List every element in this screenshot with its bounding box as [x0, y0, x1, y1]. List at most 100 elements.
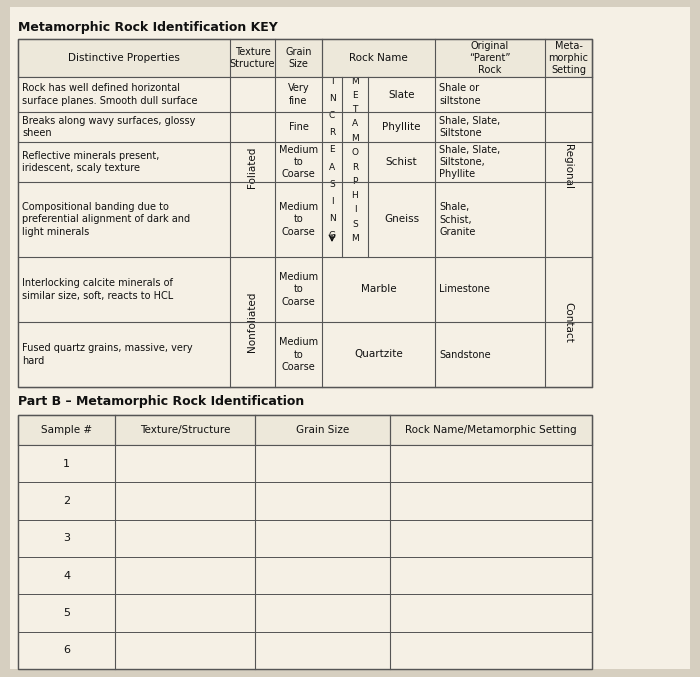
Text: A: A: [329, 162, 335, 171]
Bar: [435, 142, 545, 182]
Text: Fine: Fine: [288, 122, 309, 132]
Text: Distinctive Properties: Distinctive Properties: [68, 53, 180, 63]
Text: Medium
to
Coarse: Medium to Coarse: [279, 272, 318, 307]
Bar: [115, 520, 255, 557]
Bar: [368, 182, 435, 257]
Text: I: I: [330, 197, 333, 206]
Bar: [18, 322, 230, 387]
Bar: [255, 482, 390, 520]
Bar: [435, 112, 545, 142]
Bar: [18, 482, 115, 520]
Text: Foliated: Foliated: [248, 146, 258, 188]
Text: M: M: [351, 77, 359, 85]
Text: Schist: Schist: [386, 157, 417, 167]
Text: Grain
Size: Grain Size: [286, 47, 312, 69]
Text: E: E: [352, 91, 358, 100]
Bar: [545, 257, 592, 387]
Text: N: N: [328, 214, 335, 223]
Text: Contact: Contact: [564, 302, 573, 343]
Bar: [115, 594, 255, 632]
Bar: [18, 415, 592, 669]
Text: Grain Size: Grain Size: [296, 425, 349, 435]
Text: Medium
to
Coarse: Medium to Coarse: [279, 337, 318, 372]
Text: M: M: [351, 134, 359, 143]
Bar: [255, 445, 390, 482]
Bar: [435, 77, 545, 112]
Bar: [390, 632, 592, 669]
Text: Reflective minerals present,
iridescent, scaly texture: Reflective minerals present, iridescent,…: [22, 151, 160, 173]
Bar: [390, 594, 592, 632]
Text: Medium
to
Coarse: Medium to Coarse: [279, 202, 318, 237]
Text: Compositional banding due to
preferential alignment of dark and
light minerals: Compositional banding due to preferentia…: [22, 202, 190, 237]
Text: I: I: [354, 206, 356, 215]
Text: Rock has well defined horizontal
surface planes. Smooth dull surface: Rock has well defined horizontal surface…: [22, 83, 197, 106]
Text: Sample #: Sample #: [41, 425, 92, 435]
Text: M: M: [351, 234, 359, 243]
Text: P: P: [352, 177, 358, 185]
Text: Rock Name/Metamorphic Setting: Rock Name/Metamorphic Setting: [405, 425, 577, 435]
Bar: [390, 557, 592, 594]
Bar: [368, 142, 435, 182]
Bar: [18, 77, 230, 112]
Bar: [435, 322, 545, 387]
Bar: [390, 520, 592, 557]
Text: O: O: [351, 148, 358, 157]
Bar: [255, 594, 390, 632]
Text: Phyllite: Phyllite: [382, 122, 421, 132]
Bar: [115, 482, 255, 520]
Text: Shale,
Schist,
Granite: Shale, Schist, Granite: [439, 202, 475, 237]
Bar: [275, 142, 322, 182]
Text: R: R: [352, 162, 358, 171]
Text: Meta-
morphic
Setting: Meta- morphic Setting: [549, 41, 589, 75]
Bar: [18, 182, 230, 257]
Text: T: T: [352, 105, 358, 114]
Text: 3: 3: [63, 533, 70, 544]
Text: Slate: Slate: [389, 89, 414, 100]
Bar: [275, 322, 322, 387]
Bar: [115, 632, 255, 669]
Text: C: C: [329, 111, 335, 120]
Text: H: H: [351, 191, 358, 200]
Text: 2: 2: [63, 496, 70, 506]
Bar: [322, 77, 342, 257]
Text: Interlocking calcite minerals of
similar size, soft, reacts to HCL: Interlocking calcite minerals of similar…: [22, 278, 174, 301]
Bar: [390, 445, 592, 482]
Bar: [390, 482, 592, 520]
Text: 5: 5: [63, 608, 70, 618]
Text: N: N: [328, 93, 335, 103]
Bar: [322, 257, 435, 322]
Bar: [255, 520, 390, 557]
Text: Rock Name: Rock Name: [349, 53, 408, 63]
Text: Texture/Structure: Texture/Structure: [140, 425, 230, 435]
Bar: [18, 445, 115, 482]
Bar: [18, 632, 115, 669]
Bar: [368, 112, 435, 142]
Bar: [275, 182, 322, 257]
Text: Nonfoliated: Nonfoliated: [248, 292, 258, 352]
Text: S: S: [329, 179, 335, 189]
Text: Limestone: Limestone: [439, 284, 490, 294]
Text: Medium
to
Coarse: Medium to Coarse: [279, 145, 318, 179]
Bar: [18, 594, 115, 632]
Bar: [545, 77, 592, 257]
Bar: [255, 557, 390, 594]
Bar: [322, 322, 435, 387]
Bar: [368, 77, 435, 112]
Text: Gneiss: Gneiss: [384, 215, 419, 225]
Bar: [275, 77, 322, 112]
Text: Breaks along wavy surfaces, glossy
sheen: Breaks along wavy surfaces, glossy sheen: [22, 116, 195, 138]
Text: R: R: [329, 128, 335, 137]
Text: A: A: [352, 120, 358, 129]
Bar: [18, 415, 592, 669]
Text: Very
fine: Very fine: [288, 83, 309, 106]
Bar: [342, 77, 368, 257]
Bar: [230, 77, 275, 257]
Text: I: I: [330, 77, 333, 85]
Bar: [115, 557, 255, 594]
Text: Fused quartz grains, massive, very
hard: Fused quartz grains, massive, very hard: [22, 343, 192, 366]
Bar: [18, 557, 115, 594]
Text: Original
“Parent”
Rock: Original “Parent” Rock: [469, 41, 511, 75]
Text: E: E: [329, 146, 335, 154]
Bar: [18, 415, 592, 445]
Bar: [230, 257, 275, 387]
